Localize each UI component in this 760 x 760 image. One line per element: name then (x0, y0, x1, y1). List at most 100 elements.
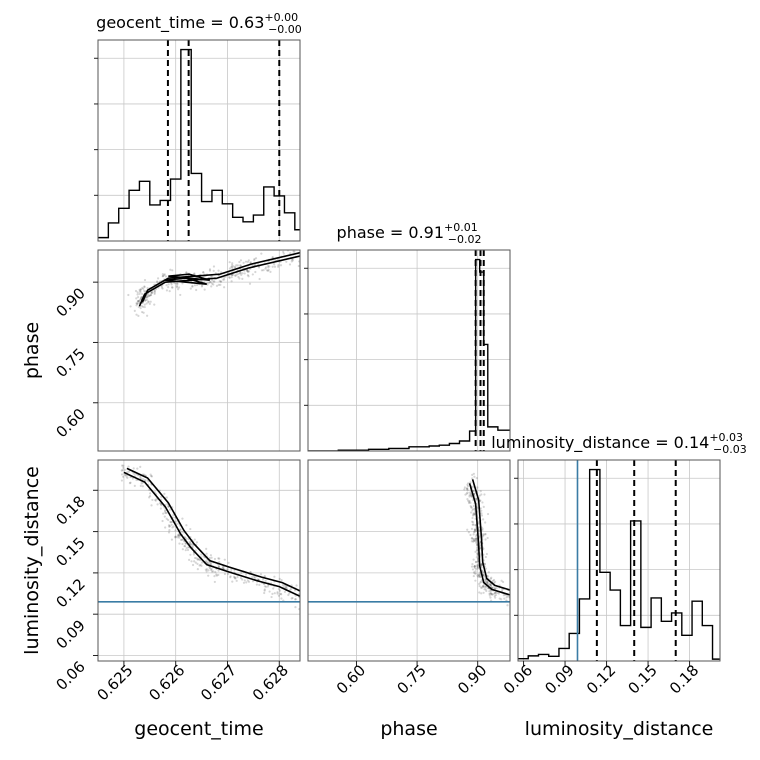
sample-point (466, 498, 469, 501)
sample-point (136, 302, 139, 305)
sample-point (471, 514, 475, 517)
sample-point (176, 282, 179, 285)
sample-point (472, 574, 475, 578)
panel-luminosity_distance-vs-phase (308, 460, 510, 661)
sample-point (263, 575, 266, 578)
sample-point (474, 561, 478, 564)
sample-point (465, 487, 468, 490)
sample-point (148, 496, 151, 499)
sample-point (479, 490, 482, 493)
sample-point (475, 476, 478, 480)
histogram-geocent_time (98, 48, 300, 239)
sample-point (211, 275, 214, 278)
sample-point (253, 259, 256, 262)
sample-point (168, 525, 171, 528)
sample-point (153, 292, 156, 296)
sample-point (141, 485, 144, 488)
sample-point (287, 593, 290, 597)
sample-point (473, 567, 477, 570)
sample-point (178, 536, 181, 539)
sample-point (123, 468, 126, 471)
sample-point (232, 575, 236, 578)
sample-point (249, 261, 252, 264)
sample-point (170, 282, 173, 285)
sample-point (222, 276, 226, 279)
sample-point (478, 582, 481, 586)
sample-point (502, 594, 505, 597)
sample-point (487, 571, 490, 574)
sample-point (475, 541, 478, 544)
sample-point (488, 592, 491, 596)
sample-point (246, 270, 250, 273)
sample-point (209, 563, 212, 566)
sample-point (282, 252, 285, 255)
sample-point (205, 552, 208, 555)
sample-point (240, 571, 243, 575)
sample-point (472, 533, 475, 536)
sample-point (215, 573, 218, 576)
sample-point (184, 542, 187, 545)
sample-point (254, 257, 258, 260)
sample-point (467, 531, 470, 534)
title-minus: −0.02 (448, 233, 482, 246)
sample-point (488, 590, 491, 593)
sample-point (488, 584, 492, 587)
sample-point (277, 264, 280, 267)
sample-point (468, 495, 471, 498)
x-tick-label-geocent_time: 0.625 (94, 661, 137, 704)
sample-point (259, 573, 263, 576)
sample-point (229, 576, 232, 579)
sample-point (472, 472, 475, 475)
sample-point (228, 276, 231, 279)
sample-point (161, 287, 164, 290)
sample-point (476, 486, 479, 489)
panel-frame (307, 459, 511, 662)
sample-point (474, 537, 478, 540)
sample-point (193, 556, 197, 560)
sample-point (167, 286, 170, 289)
contour-outer-0 (471, 479, 510, 591)
sample-point (476, 557, 480, 560)
panel-title-luminosity_distance: luminosity_distance = 0.14+0.03 −0.03 (491, 431, 747, 456)
sample-point (231, 265, 234, 268)
y-tick-label-phase: 0.90 (52, 284, 88, 320)
sample-point (208, 269, 212, 272)
sample-point (145, 302, 148, 305)
sample-point (146, 479, 149, 482)
sample-point (206, 283, 209, 286)
sample-point (466, 489, 469, 492)
sample-point (140, 482, 143, 485)
sample-point (210, 570, 214, 573)
sample-point (470, 495, 473, 498)
sample-point (193, 272, 196, 275)
sample-point (276, 591, 279, 594)
sample-point (190, 560, 193, 563)
x-axis-label-luminosity_distance: luminosity_distance (525, 718, 714, 740)
y-axis-label-luminosity_distance: luminosity_distance (21, 466, 43, 655)
sample-point (465, 492, 468, 495)
sample-point (273, 265, 277, 268)
sample-point (201, 284, 204, 287)
sample-point (200, 561, 204, 564)
sample-point (141, 305, 145, 308)
sample-point (218, 561, 221, 564)
sample-point (159, 507, 162, 510)
sample-point (188, 541, 192, 544)
sample-point (294, 598, 297, 601)
sample-point (129, 481, 132, 484)
sample-point (263, 588, 266, 591)
sample-point (146, 293, 150, 296)
sample-point (482, 573, 485, 577)
sample-point (273, 592, 276, 595)
sample-point (140, 296, 143, 299)
sample-point (260, 252, 263, 255)
sample-point (196, 562, 199, 565)
histogram-luminosity_distance (518, 468, 720, 660)
sample-point (478, 574, 481, 577)
sample-point (160, 495, 163, 498)
sample-point (264, 267, 267, 270)
sample-point (488, 583, 492, 586)
sample-point (471, 521, 475, 524)
sample-point (190, 542, 193, 546)
